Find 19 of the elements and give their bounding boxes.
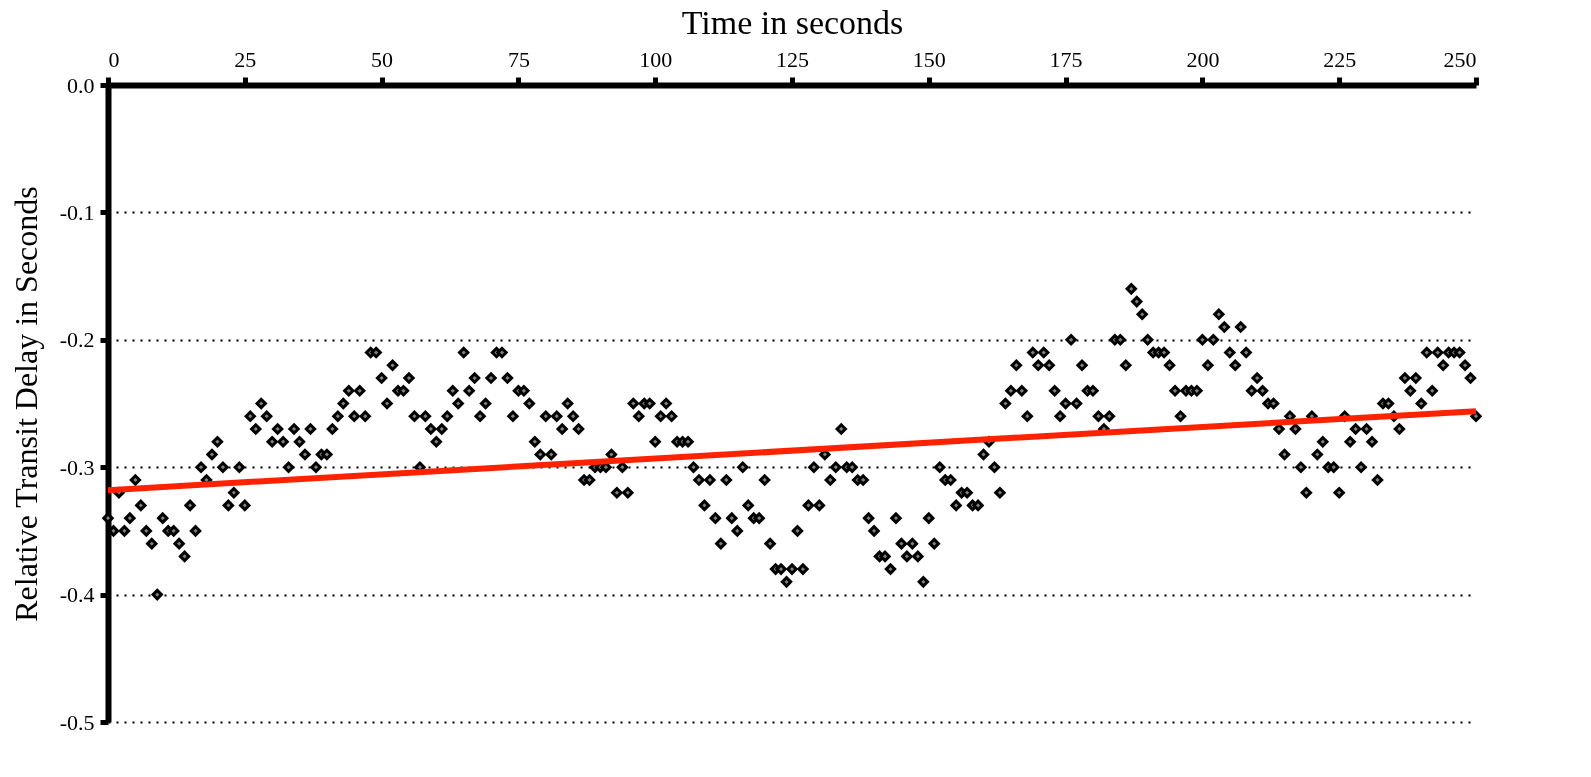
x-tick-label: 25 bbox=[234, 46, 257, 72]
x-axis-title: Time in seconds bbox=[681, 3, 904, 41]
y-tick-label: -0.1 bbox=[59, 199, 95, 225]
y-tick-label: -0.4 bbox=[59, 582, 95, 608]
x-tick-label: 150 bbox=[912, 46, 946, 72]
y-tick-label: -0.2 bbox=[59, 327, 95, 353]
x-tick-label: 100 bbox=[639, 46, 673, 72]
x-tick-label: 225 bbox=[1323, 46, 1357, 72]
y-tick-label: 0.0 bbox=[67, 72, 95, 98]
x-tick-label: 75 bbox=[507, 46, 530, 72]
x-tick-label: 250 bbox=[1443, 46, 1477, 72]
x-tick-label: 50 bbox=[371, 46, 394, 72]
x-tick-label: 0 bbox=[108, 46, 120, 72]
y-tick-label: -0.5 bbox=[59, 709, 95, 735]
x-tick-label: 125 bbox=[776, 46, 809, 72]
y-tick-label: -0.3 bbox=[59, 454, 95, 480]
x-tick-label: 200 bbox=[1186, 46, 1220, 72]
y-axis-title: Relative Transit Delay in Seconds bbox=[7, 186, 44, 622]
x-tick-label: 175 bbox=[1049, 46, 1083, 72]
